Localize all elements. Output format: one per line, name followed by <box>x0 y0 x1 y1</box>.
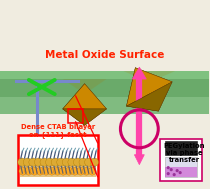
Circle shape <box>25 167 33 175</box>
Polygon shape <box>63 84 106 109</box>
Circle shape <box>65 167 73 175</box>
Polygon shape <box>63 79 106 94</box>
Polygon shape <box>132 67 146 79</box>
Circle shape <box>19 167 27 175</box>
Polygon shape <box>0 71 209 79</box>
Polygon shape <box>126 68 172 106</box>
Text: Dense CTAB bilayer
on {111} facet: Dense CTAB bilayer on {111} facet <box>21 124 95 138</box>
Circle shape <box>48 167 56 175</box>
Bar <box>18 135 97 185</box>
Polygon shape <box>0 71 209 114</box>
Bar <box>20 165 96 177</box>
Polygon shape <box>0 97 209 114</box>
Circle shape <box>34 158 43 166</box>
Circle shape <box>167 172 170 175</box>
Polygon shape <box>63 109 106 125</box>
Circle shape <box>46 158 54 166</box>
Polygon shape <box>63 84 85 125</box>
Circle shape <box>74 158 82 166</box>
Polygon shape <box>30 141 44 169</box>
Circle shape <box>167 166 170 169</box>
Circle shape <box>90 158 98 166</box>
Circle shape <box>36 167 44 175</box>
Polygon shape <box>123 71 175 82</box>
Circle shape <box>23 158 32 166</box>
Circle shape <box>42 167 50 175</box>
Bar <box>165 157 197 177</box>
Bar <box>165 167 197 177</box>
Circle shape <box>77 167 85 175</box>
Circle shape <box>88 167 96 175</box>
Circle shape <box>18 158 26 166</box>
Bar <box>68 109 83 123</box>
Circle shape <box>57 158 65 166</box>
Circle shape <box>68 158 76 166</box>
Polygon shape <box>85 84 106 125</box>
Bar <box>165 141 197 155</box>
Circle shape <box>176 169 179 172</box>
Circle shape <box>71 167 79 175</box>
Text: PEGylation
via phase
transfer: PEGylation via phase transfer <box>163 143 205 163</box>
Circle shape <box>59 167 67 175</box>
Circle shape <box>54 167 62 175</box>
Polygon shape <box>135 68 172 111</box>
Circle shape <box>29 158 37 166</box>
Text: Metal Oxide Surface: Metal Oxide Surface <box>45 50 164 60</box>
Circle shape <box>82 167 90 175</box>
Circle shape <box>51 158 59 166</box>
Bar <box>160 139 202 181</box>
Circle shape <box>178 171 182 174</box>
Circle shape <box>79 158 87 166</box>
Circle shape <box>30 167 38 175</box>
Polygon shape <box>126 82 172 111</box>
Circle shape <box>62 158 71 166</box>
Polygon shape <box>134 155 144 165</box>
Circle shape <box>40 158 48 166</box>
Circle shape <box>170 168 173 171</box>
Circle shape <box>85 158 93 166</box>
Circle shape <box>173 173 176 176</box>
Polygon shape <box>126 68 158 111</box>
